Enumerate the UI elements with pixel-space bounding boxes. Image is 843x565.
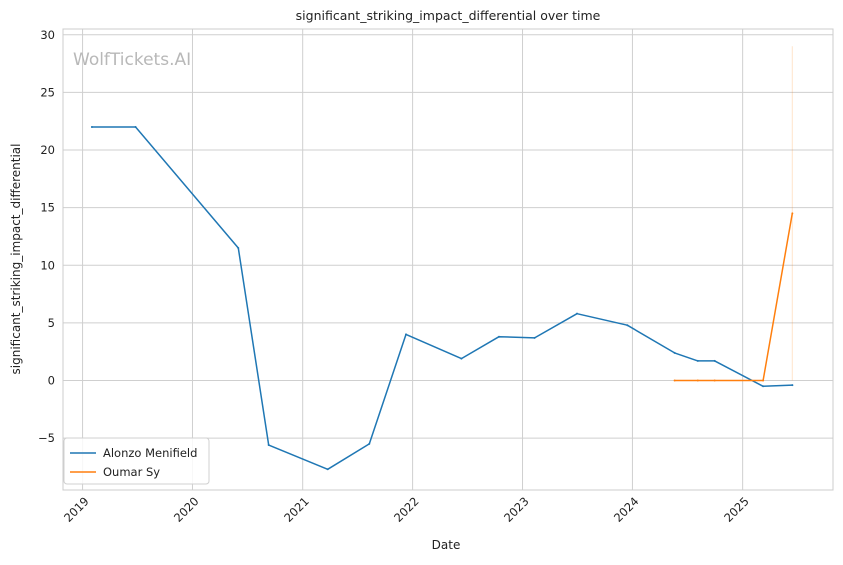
legend-box <box>63 437 210 485</box>
data-point-alonzo-menifield <box>326 468 329 471</box>
x-tick-label: 2024 <box>611 494 642 525</box>
y-tick-label: 15 <box>40 201 55 215</box>
x-tick-label: 2025 <box>721 494 752 525</box>
data-point-alonzo-menifield <box>404 333 407 336</box>
data-point-alonzo-menifield <box>673 351 676 354</box>
data-point-oumar-sy <box>696 379 699 382</box>
grid <box>63 29 833 490</box>
y-tick-label: 5 <box>48 316 55 330</box>
y-tick-label: −5 <box>38 431 55 445</box>
data-point-alonzo-menifield <box>791 384 794 387</box>
data-point-alonzo-menifield <box>696 359 699 362</box>
series-layer <box>90 125 794 471</box>
data-point-alonzo-menifield <box>713 359 716 362</box>
x-axis-label: Date <box>432 538 461 552</box>
data-point-oumar-sy <box>791 212 794 215</box>
data-point-alonzo-menifield <box>460 357 463 360</box>
y-tick-label: 30 <box>40 28 55 42</box>
data-point-oumar-sy <box>713 379 716 382</box>
data-point-alonzo-menifield <box>237 246 240 249</box>
data-point-alonzo-menifield <box>762 385 765 388</box>
data-point-alonzo-menifield <box>533 336 536 339</box>
x-tick-label: 2019 <box>61 494 92 525</box>
data-point-alonzo-menifield <box>576 312 579 315</box>
y-tick-label: 10 <box>40 258 55 272</box>
data-point-alonzo-menifield <box>626 324 629 327</box>
watermark: WolfTickets.AI <box>73 50 191 70</box>
y-tick-label: 25 <box>40 85 55 99</box>
y-tick-label: 20 <box>40 143 55 157</box>
x-tick-label: 2022 <box>391 494 422 525</box>
x-tick-label: 2021 <box>281 494 312 525</box>
y-tick-label: 0 <box>48 374 55 388</box>
data-point-alonzo-menifield <box>267 444 270 447</box>
data-point-alonzo-menifield <box>134 125 137 128</box>
x-tick-labels: 2019 2020 2021 2022 2023 2024 2025 <box>61 494 752 525</box>
data-point-alonzo-menifield <box>90 125 93 128</box>
x-tick-label: 2023 <box>501 494 532 525</box>
series-line-oumar-sy <box>674 213 794 382</box>
legend: Alonzo Menifield Oumar Sy <box>63 437 210 485</box>
chart-title: significant_striking_impact_differential… <box>296 8 601 23</box>
plot-frame <box>62 28 834 491</box>
data-point-alonzo-menifield <box>368 442 371 445</box>
x-tick-label: 2020 <box>171 494 202 525</box>
y-tick-labels: 30 25 20 15 10 5 0 −5 <box>38 28 55 445</box>
data-point-oumar-sy <box>762 379 765 382</box>
data-point-oumar-sy <box>673 379 676 382</box>
y-axis-label: significant_striking_impact_differential <box>9 144 23 375</box>
data-point-alonzo-menifield <box>498 335 501 338</box>
legend-label-alonzo-menifield: Alonzo Menifield <box>103 446 197 460</box>
legend-label-oumar-sy: Oumar Sy <box>103 465 160 479</box>
series-line-alonzo-menifield <box>91 126 793 471</box>
